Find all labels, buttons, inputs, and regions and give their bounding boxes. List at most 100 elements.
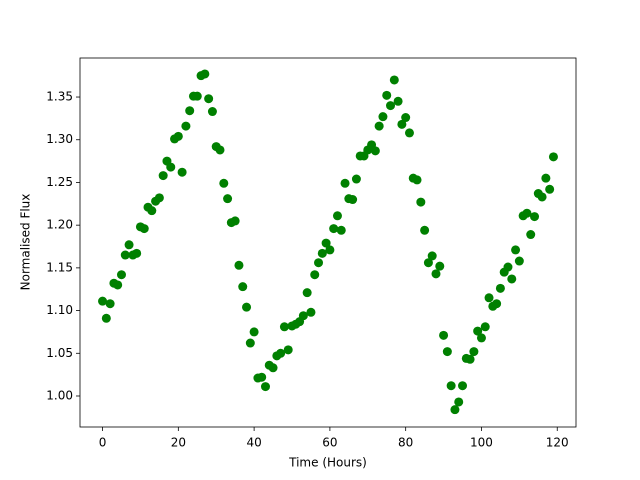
point [219, 178, 229, 188]
point [511, 245, 521, 255]
point [279, 322, 289, 332]
point [548, 152, 558, 162]
y-tick-label: 1.00 [46, 388, 73, 402]
point [473, 326, 483, 336]
point [234, 260, 244, 270]
point [537, 192, 547, 202]
point [412, 175, 422, 185]
x-tick-label: 0 [99, 436, 107, 450]
point [378, 112, 388, 122]
point [98, 296, 108, 306]
point [530, 212, 540, 222]
point [268, 363, 278, 373]
point [283, 345, 293, 355]
point [317, 248, 327, 258]
point [393, 96, 403, 106]
x-tick-label: 40 [246, 436, 261, 450]
point [469, 347, 479, 357]
point [101, 313, 111, 323]
point [465, 354, 475, 364]
x-axis-label: Time (Hours) [288, 456, 367, 470]
point [442, 347, 452, 357]
point [249, 327, 259, 337]
point [374, 121, 384, 131]
y-tick-label: 1.10 [46, 303, 73, 317]
point [435, 261, 445, 271]
point [401, 113, 411, 123]
point [139, 224, 149, 234]
point [507, 274, 517, 284]
point [223, 194, 233, 204]
point [192, 91, 202, 101]
point [124, 240, 134, 250]
y-tick-label: 1.05 [46, 346, 73, 360]
point [336, 225, 346, 235]
point [404, 128, 414, 138]
point [439, 330, 449, 340]
point [238, 282, 248, 292]
point [154, 193, 164, 203]
point [306, 307, 316, 317]
point [476, 333, 486, 343]
point [545, 184, 555, 194]
point [242, 302, 252, 312]
point [351, 174, 361, 184]
point [446, 381, 456, 391]
point [215, 145, 225, 155]
point [276, 348, 286, 358]
point [431, 269, 441, 279]
point [310, 270, 320, 280]
x-tick-label: 120 [546, 436, 569, 450]
point [458, 381, 468, 391]
point [480, 322, 490, 332]
point [207, 107, 217, 117]
x-tick-label: 80 [398, 436, 413, 450]
point [166, 162, 176, 172]
point [340, 178, 350, 188]
point [397, 119, 407, 129]
y-tick-label: 1.20 [46, 218, 73, 232]
point [158, 171, 168, 181]
y-tick-label: 1.30 [46, 132, 73, 146]
plot-frame [79, 57, 577, 428]
point [173, 131, 183, 141]
point [120, 250, 130, 260]
point [230, 216, 240, 226]
x-tick-label: 100 [470, 436, 493, 450]
y-tick-label: 1.25 [46, 175, 73, 189]
point [105, 299, 115, 309]
point [503, 262, 513, 272]
y-tick-label: 1.15 [46, 260, 73, 274]
point [113, 280, 123, 290]
point [348, 195, 358, 205]
point [257, 372, 267, 382]
point [116, 270, 126, 280]
point [514, 256, 524, 266]
point [382, 90, 392, 100]
point [332, 211, 342, 221]
point [389, 75, 399, 85]
point [386, 101, 396, 111]
point [522, 208, 532, 218]
point [245, 338, 255, 348]
point [541, 173, 551, 183]
point [423, 258, 433, 268]
point [302, 288, 312, 298]
y-tick-label: 1.35 [46, 90, 73, 104]
point [416, 197, 426, 207]
point [177, 167, 187, 177]
point [147, 206, 157, 216]
point [329, 224, 339, 234]
point [314, 258, 324, 268]
x-tick-label: 20 [171, 436, 186, 450]
point [450, 405, 460, 415]
point [204, 94, 214, 104]
point [260, 382, 270, 392]
point [495, 283, 505, 293]
point [484, 293, 494, 303]
point [200, 69, 210, 79]
point [298, 311, 308, 321]
point [454, 397, 464, 407]
